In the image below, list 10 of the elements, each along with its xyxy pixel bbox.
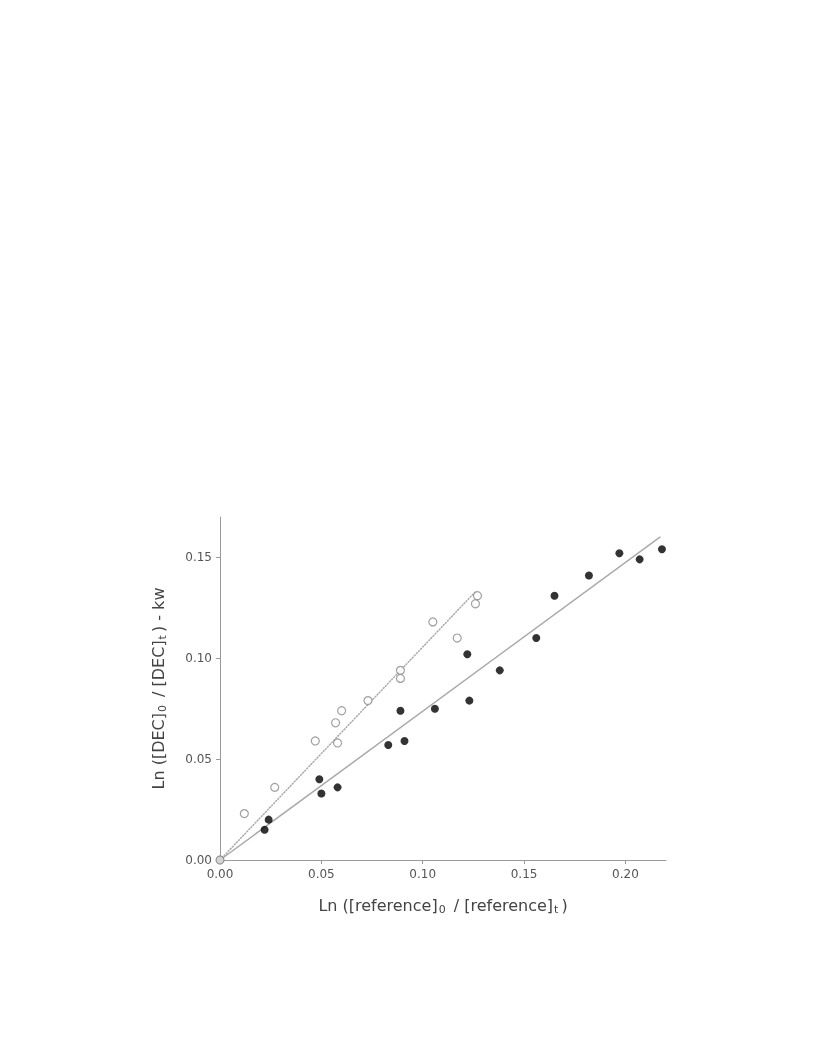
x-tick-label: 0.05 (308, 867, 335, 881)
y-axis-title: Ln ([DEC]0 / [DEC]t) - kw (149, 587, 169, 790)
x-tick-label: 0.00 (206, 867, 234, 881)
y-tick-label: 0.15 (185, 550, 212, 565)
y-tick-label: 0.00 (185, 853, 212, 867)
x-tick-label: 0.10 (409, 867, 437, 881)
x-tick-label: 0.20 (612, 867, 639, 881)
y-tick-label: 0.05 (185, 752, 212, 767)
x-tick-label: 0.15 (510, 867, 538, 881)
y-tick-label: 0.10 (185, 651, 212, 666)
